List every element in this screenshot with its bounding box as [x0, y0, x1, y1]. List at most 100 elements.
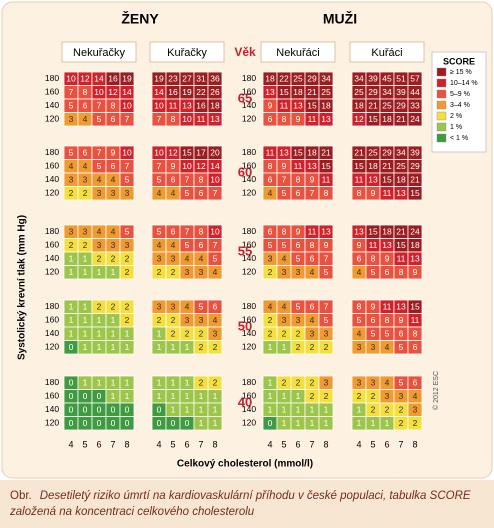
risk-value: 1	[83, 315, 88, 325]
risk-cell	[318, 416, 334, 431]
risk-value: 1	[157, 378, 162, 388]
legend-swatch	[436, 111, 447, 121]
risk-value: 15	[368, 227, 378, 237]
risk-value: 24	[410, 114, 420, 124]
risk-value: 24	[410, 227, 420, 237]
risk-value: 1	[282, 405, 287, 415]
risk-value: 6	[171, 227, 176, 237]
risk-value: 9	[310, 175, 315, 185]
risk-value: 2	[213, 342, 218, 352]
risk-value: 5	[399, 342, 404, 352]
cholesterol-label: 5	[281, 439, 286, 449]
risk-value: 18	[293, 87, 303, 97]
legend-label: 3–4 %	[450, 102, 470, 109]
cholesterol-label: 4	[267, 439, 272, 449]
risk-value: 10	[94, 87, 104, 97]
risk-value: 45	[382, 74, 392, 84]
cholesterol-label: 8	[212, 439, 217, 449]
risk-value: 10	[154, 101, 164, 111]
risk-value: 4	[213, 267, 218, 277]
risk-value: 13	[382, 240, 392, 250]
risk-value: 6	[111, 161, 116, 171]
legend-label: 2 %	[450, 113, 462, 120]
risk-value: 3	[97, 240, 102, 250]
risk-value: 1	[97, 378, 102, 388]
risk-value: 1	[171, 391, 176, 401]
risk-value: 6	[399, 329, 404, 339]
risk-value: 3	[125, 240, 130, 250]
bp-label: 140	[242, 100, 256, 110]
risk-value: 15	[354, 161, 364, 171]
risk-value: 1	[111, 378, 116, 388]
risk-value: 2	[310, 391, 315, 401]
cholesterol-label: 6	[295, 439, 300, 449]
risk-value: 1	[69, 254, 74, 264]
risk-value: 3	[357, 342, 362, 352]
risk-value: 1	[268, 391, 273, 401]
risk-value: 11	[266, 148, 275, 158]
age-label: 60	[238, 164, 252, 179]
risk-value: 7	[213, 188, 218, 198]
risk-value: 18	[368, 161, 378, 171]
risk-value: 8	[385, 315, 390, 325]
bp-label: 160	[242, 391, 256, 401]
risk-value: 1	[185, 342, 190, 352]
risk-value: 5	[157, 227, 162, 237]
risk-value: 1	[171, 405, 176, 415]
risk-value: 1	[357, 405, 362, 415]
risk-value: 25	[396, 161, 406, 171]
risk-value: 8	[324, 188, 329, 198]
risk-value: 10	[66, 74, 76, 84]
risk-value: 0	[157, 405, 162, 415]
risk-value: 9	[399, 315, 404, 325]
bp-label: 180	[45, 301, 59, 311]
risk-value: 1	[213, 405, 218, 415]
cholesterol-label: 8	[124, 439, 129, 449]
risk-value: 0	[69, 391, 74, 401]
risk-value: 1	[125, 329, 130, 339]
bp-label: 160	[45, 240, 59, 250]
risk-value: 0	[171, 418, 176, 428]
risk-value: 15	[321, 161, 331, 171]
risk-value: 0	[125, 405, 130, 415]
cholesterol-label: 5	[370, 439, 375, 449]
legend-swatch	[436, 133, 447, 143]
risk-value: 1	[111, 329, 116, 339]
bp-label: 180	[45, 147, 59, 157]
bp-label: 140	[45, 328, 59, 338]
risk-value: 4	[185, 302, 190, 312]
risk-value: 1	[296, 418, 301, 428]
risk-value: 2	[324, 342, 329, 352]
risk-value: 2	[125, 315, 130, 325]
risk-value: 1	[296, 391, 301, 401]
risk-value: 5	[282, 188, 287, 198]
risk-cell	[207, 112, 223, 127]
bp-label: 180	[45, 226, 59, 236]
risk-value: 13	[182, 101, 192, 111]
risk-value: 6	[199, 240, 204, 250]
risk-value: 11	[322, 175, 331, 185]
risk-value: 1	[213, 418, 218, 428]
risk-value: 13	[279, 148, 289, 158]
risk-value: 15	[382, 175, 392, 185]
risk-value: 0	[97, 391, 102, 401]
risk-value: 4	[310, 267, 315, 277]
bp-label: 180	[242, 73, 256, 83]
risk-value: 14	[122, 87, 132, 97]
risk-value: 0	[83, 391, 88, 401]
risk-value: 9	[324, 240, 329, 250]
risk-value: 10	[154, 148, 164, 158]
risk-value: 4	[157, 188, 162, 198]
risk-value: 6	[413, 378, 418, 388]
risk-value: 5	[185, 188, 190, 198]
risk-value: 2	[357, 391, 362, 401]
risk-value: 15	[293, 148, 303, 158]
risk-value: 3	[171, 254, 176, 264]
risk-cell	[318, 265, 334, 280]
risk-cell	[119, 265, 135, 280]
risk-cell	[207, 265, 223, 280]
risk-value: 3	[399, 391, 404, 401]
risk-value: 9	[371, 188, 376, 198]
risk-value: 4	[268, 188, 273, 198]
risk-value: 39	[396, 87, 406, 97]
